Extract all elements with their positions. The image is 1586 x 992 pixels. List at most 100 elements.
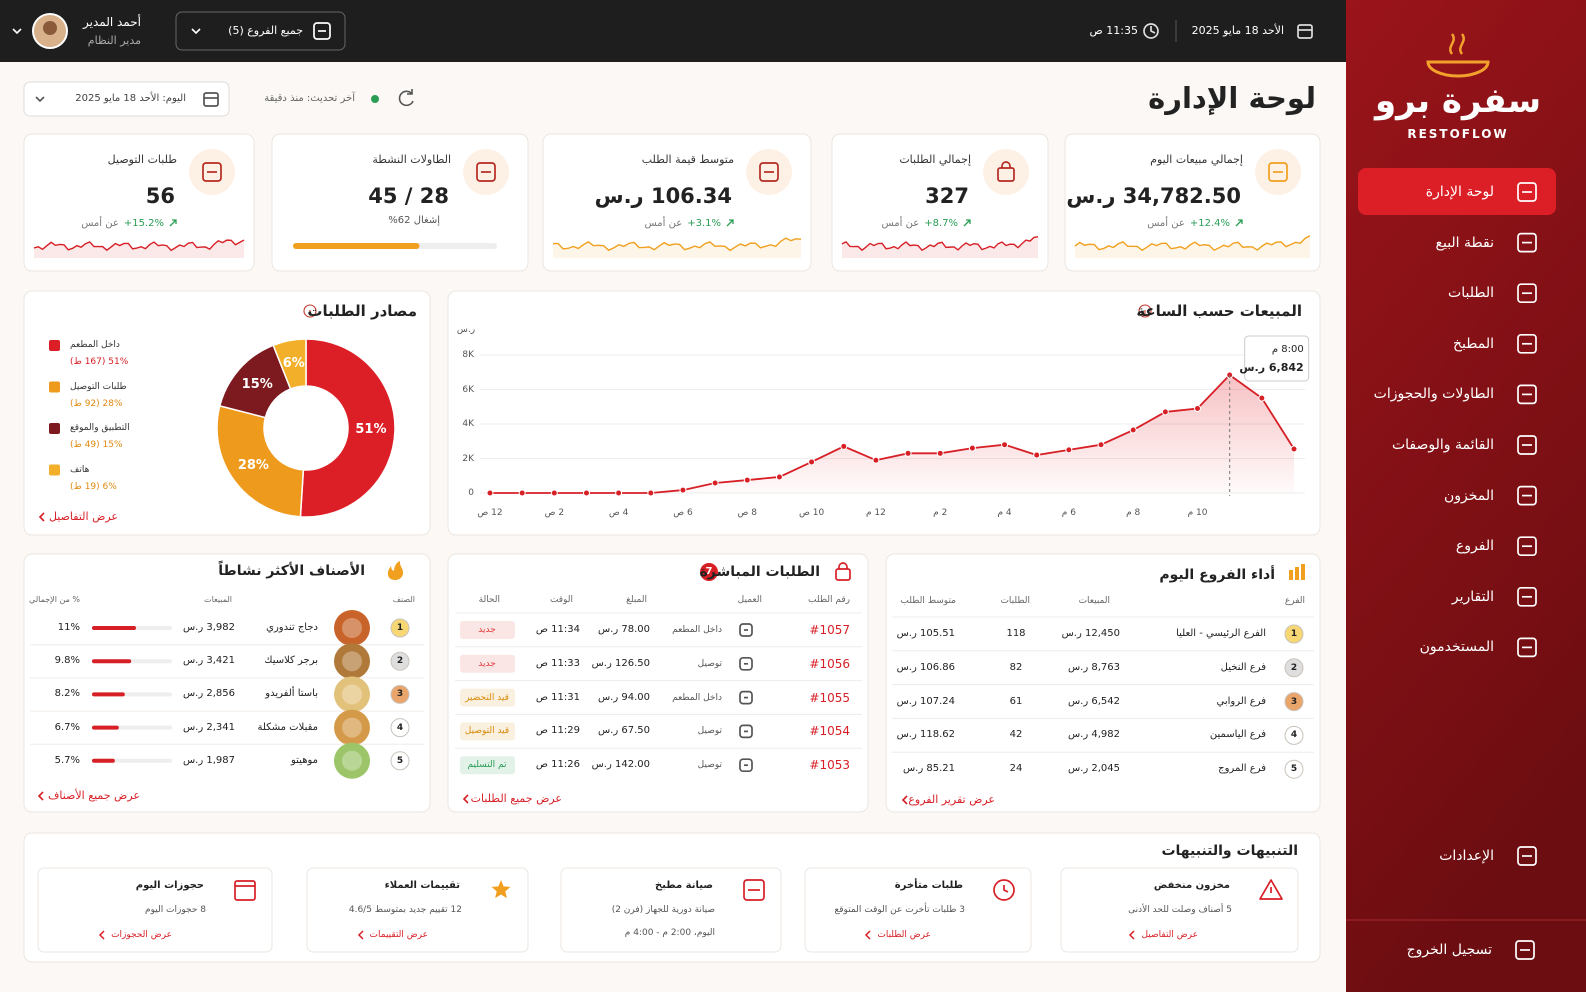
nav-item[interactable]: الطلبات (1448, 285, 1494, 302)
item-image (334, 709, 370, 746)
line-point (711, 479, 719, 487)
icon-info (303, 304, 317, 318)
alert-title: تقييمات العملاء (384, 880, 460, 891)
branch-name: فرع الياسمين (1209, 729, 1266, 741)
nav-item[interactable]: المخزون (1443, 487, 1494, 504)
date-filter-text[interactable]: اليوم: الأحد 18 مايو 2025 (75, 93, 186, 104)
sparkline (1074, 235, 1311, 252)
alert-link[interactable]: عرض الطلبات (864, 924, 931, 946)
rank: 5 (396, 755, 404, 766)
rank: 3 (396, 689, 404, 700)
branch-avg: 107.24 ر.س (896, 695, 955, 707)
x-tick-label: 6 م (1061, 508, 1076, 518)
nav-item[interactable]: التقارير (1451, 588, 1494, 605)
link[interactable]: عرض جميع الطلبات (470, 792, 562, 805)
alert-text: 5 أصناف وصلت للحد الأدنى (1128, 905, 1232, 915)
user-name: أحمد المدير (83, 15, 141, 29)
table-header: متوسط الطلب (900, 596, 956, 606)
trend-arrow (726, 219, 734, 227)
item-share: 6.7% (54, 721, 80, 733)
icon (1517, 333, 1537, 354)
order-time: 11:31 ص (535, 691, 580, 703)
x-tick-label: 6 ص (673, 508, 693, 518)
kpi-change: +8.7% عن أمس (882, 212, 971, 234)
branch-select-text[interactable]: جميع الفروع (5) (228, 24, 303, 37)
kpi-change-value: +3.1% (687, 217, 721, 229)
pie-slice (272, 338, 307, 390)
nav-item[interactable]: الإعدادات (1439, 848, 1494, 864)
card (447, 553, 869, 813)
table-header: العميل (737, 595, 762, 605)
chart-icon (1295, 567, 1299, 580)
pie-label: 51% (355, 422, 387, 438)
icon (1517, 384, 1537, 405)
item-share: 9.8% (54, 655, 80, 667)
legend-swatch (49, 340, 60, 351)
link-text: عرض الطلبات (877, 930, 931, 940)
branch-select (175, 11, 346, 51)
icon-star (491, 880, 511, 899)
link[interactable]: عرض التفاصيل (48, 510, 118, 523)
icon-calendar (234, 880, 256, 901)
date: الأحد 18 مايو 2025 (1191, 24, 1284, 37)
line-point (679, 486, 687, 494)
icon (1268, 162, 1288, 182)
share-bar (92, 659, 132, 664)
icon-bag (997, 167, 1015, 182)
trend-arrow (726, 219, 734, 227)
branch-name: الفرع الرئيسي - العليا (1176, 628, 1266, 639)
line-point (486, 489, 494, 497)
link[interactable]: عرض جميع الأصناف (47, 789, 140, 802)
table-header: الطلبات (1000, 596, 1030, 606)
status-pill (460, 722, 515, 741)
status-pill (460, 688, 515, 707)
branch-avg: 106.86 ر.س (896, 661, 955, 673)
alert-text: 12 تقييم جديد بمتوسط 4.6/5 (348, 905, 462, 915)
y-tick-label: 4K (462, 419, 474, 429)
icon-calendar (1297, 24, 1313, 39)
card-title: المبيعات حسب الساعة (1136, 302, 1302, 320)
logout[interactable]: تسجيل الخروج (1406, 942, 1492, 958)
share-bar (92, 758, 115, 763)
nav-item[interactable]: المستخدمون (1419, 639, 1494, 656)
line-point (1194, 404, 1202, 412)
rank: 1 (396, 623, 404, 633)
nav-item[interactable]: المطبخ (1453, 335, 1494, 352)
nav-item[interactable]: نقطة البيع (1435, 234, 1494, 251)
table-header: الوقت (549, 595, 573, 605)
icon-info (1138, 304, 1152, 318)
nav-item[interactable]: الطاولات والحجوزات (1373, 386, 1494, 403)
link[interactable]: عرض تقرير الفروع (908, 793, 995, 806)
alert-link[interactable]: عرض التفاصيل (1128, 924, 1198, 946)
line-point (1065, 446, 1073, 454)
item-share: 8.2% (54, 688, 80, 700)
alert-text: 8 حجوزات اليوم (145, 905, 206, 915)
rank-badge (1284, 725, 1304, 745)
icon (1517, 536, 1537, 557)
item-name: موهيتو (291, 754, 318, 766)
chevron (38, 512, 45, 522)
chevron (12, 28, 22, 35)
icon (1517, 485, 1537, 506)
icon (1517, 586, 1537, 607)
nav-item[interactable]: الفروع (1455, 538, 1494, 555)
icon (1517, 182, 1537, 202)
icon-bag (835, 568, 851, 581)
item-image (334, 676, 370, 713)
sparkline-area (1075, 235, 1310, 258)
nav-item[interactable]: لوحة الإدارة (1425, 184, 1494, 200)
nav-item[interactable]: القائمة والوصفات (1391, 437, 1494, 453)
pie-label: 28% (237, 458, 269, 474)
line-point (582, 489, 590, 497)
order-time: 11:29 ص (535, 725, 580, 737)
icon (759, 162, 779, 182)
alert-link[interactable]: عرض التقييمات (357, 924, 428, 946)
y-tick-label: 8K (462, 350, 474, 360)
item-sales: 1,987 ر.س (182, 754, 235, 766)
alert-link[interactable]: عرض الحجوزات (98, 924, 172, 946)
link-text: عرض التفاصيل (1141, 930, 1198, 940)
order-status: قيد التحضير (465, 692, 509, 703)
order-time: 11:34 ص (535, 624, 580, 635)
fire-icon (387, 561, 404, 580)
icon-clock (993, 879, 1015, 901)
